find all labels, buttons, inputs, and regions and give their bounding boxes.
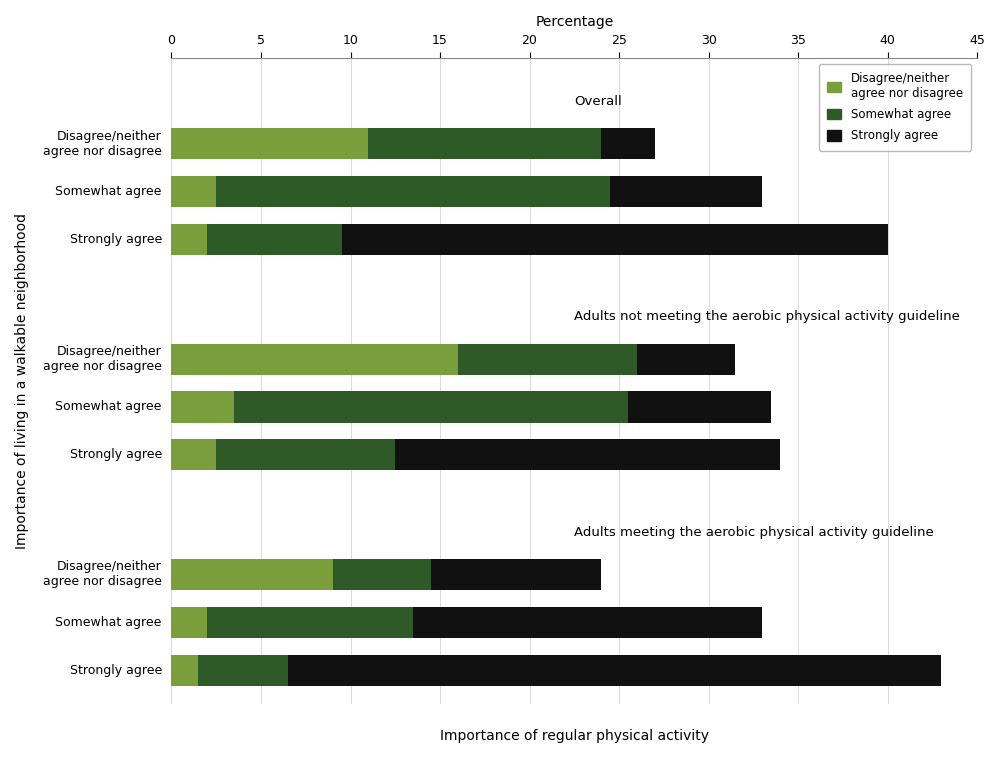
Text: Adults meeting the aerobic physical activity guideline: Adults meeting the aerobic physical acti… bbox=[574, 526, 934, 538]
Bar bbox=[610, 176, 762, 207]
Bar bbox=[207, 224, 342, 255]
Bar bbox=[601, 129, 655, 159]
Text: Importance of regular physical activity: Importance of regular physical activity bbox=[440, 729, 709, 743]
Bar bbox=[431, 558, 601, 590]
Bar bbox=[413, 607, 762, 638]
Bar bbox=[171, 392, 234, 423]
Bar bbox=[628, 392, 771, 423]
Bar bbox=[395, 439, 780, 470]
Bar bbox=[207, 607, 413, 638]
Bar bbox=[171, 607, 207, 638]
X-axis label: Percentage: Percentage bbox=[535, 15, 613, 29]
Bar bbox=[333, 558, 431, 590]
Bar bbox=[216, 439, 395, 470]
Text: Overall: Overall bbox=[574, 95, 622, 108]
Bar bbox=[171, 439, 216, 470]
Bar bbox=[234, 392, 628, 423]
Bar bbox=[171, 129, 368, 159]
Bar bbox=[171, 176, 216, 207]
Bar bbox=[171, 343, 458, 374]
Y-axis label: Importance of living in a walkable neighborhood: Importance of living in a walkable neigh… bbox=[15, 213, 29, 548]
Bar bbox=[171, 224, 207, 255]
Bar bbox=[368, 129, 601, 159]
Bar bbox=[288, 654, 941, 686]
Bar bbox=[198, 654, 288, 686]
Bar bbox=[171, 654, 198, 686]
Bar bbox=[637, 343, 735, 374]
Legend: Disagree/neither
agree nor disagree, Somewhat agree, Strongly agree: Disagree/neither agree nor disagree, Som… bbox=[819, 64, 971, 151]
Bar bbox=[171, 558, 333, 590]
Bar bbox=[458, 343, 637, 374]
Bar bbox=[342, 224, 888, 255]
Text: Adults not meeting the aerobic physical activity guideline: Adults not meeting the aerobic physical … bbox=[574, 310, 960, 323]
Bar bbox=[216, 176, 610, 207]
